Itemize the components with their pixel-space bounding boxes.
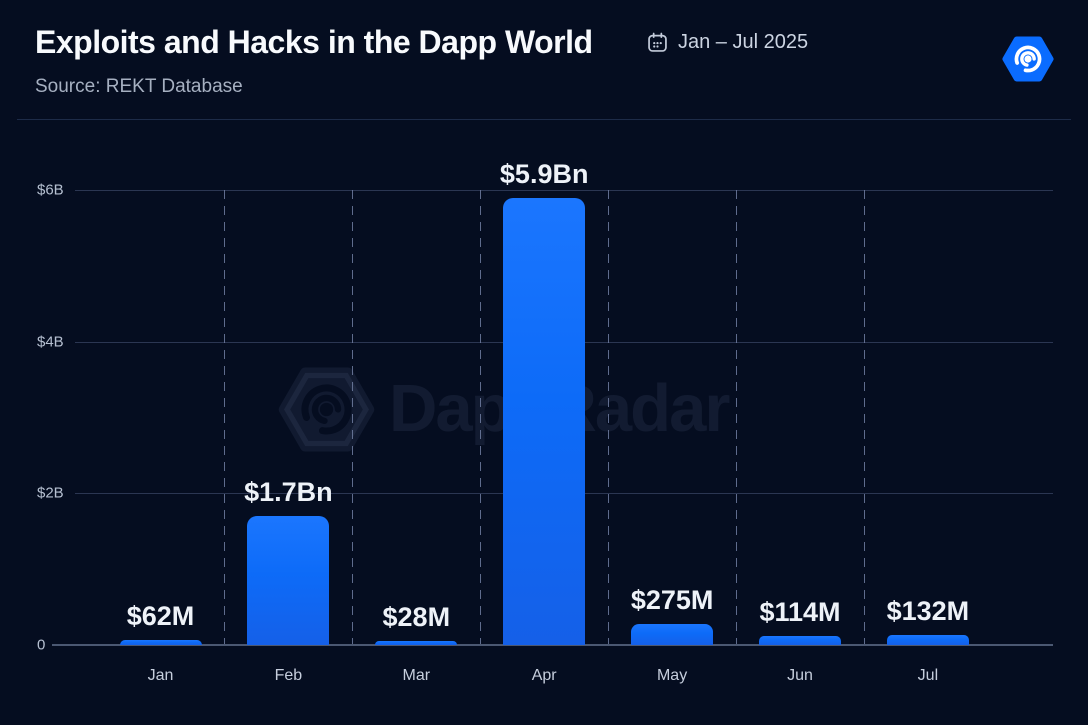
bar-apr xyxy=(503,197,586,645)
bar-value-label: $1.7Bn xyxy=(244,477,333,508)
x-tick-label: May xyxy=(656,667,688,684)
header-divider xyxy=(17,119,1071,120)
v-separator xyxy=(736,190,738,645)
v-separator xyxy=(224,190,226,645)
y-tick-label: $6B xyxy=(37,181,64,199)
bar-jan xyxy=(119,640,202,645)
bar-value-label: $132M xyxy=(886,596,970,626)
bar-value-label: $114M xyxy=(759,597,841,628)
x-tick-label: Mar xyxy=(402,667,431,684)
bar-feb xyxy=(247,516,330,645)
page-title: Exploits and Hacks in the Dapp World xyxy=(35,24,593,60)
dappradar-logo xyxy=(1002,36,1054,82)
date-range-label: Jan – Jul 2025 xyxy=(678,31,809,53)
date-range: Jan – Jul 2025 xyxy=(646,31,808,54)
x-axis-line xyxy=(52,644,1053,646)
bar-value-label: $5.9Bn xyxy=(499,158,589,189)
bar-value-label: $275M xyxy=(630,585,714,616)
x-tick-label: Jul xyxy=(917,667,939,684)
calendar-icon xyxy=(648,32,667,52)
h-gridline xyxy=(75,190,1053,191)
bar-mar xyxy=(375,640,458,645)
bar-jul xyxy=(886,635,969,645)
v-separator xyxy=(352,190,354,645)
y-tick-label: $2B xyxy=(37,484,64,502)
v-separator xyxy=(608,190,610,645)
v-separator xyxy=(863,190,865,645)
y-tick-label: 0 xyxy=(37,636,46,654)
bar-value-label: $62M xyxy=(126,601,195,632)
x-tick-label: Jun xyxy=(787,667,813,684)
x-tick-label: Feb xyxy=(274,667,303,684)
source-label: Source: REKT Database xyxy=(35,76,243,97)
x-tick-label: Apr xyxy=(531,667,557,684)
bar-may xyxy=(631,624,714,645)
y-tick-label: $4B xyxy=(37,333,64,351)
bar-value-label: $28M xyxy=(382,601,451,632)
watermark-hexagon-swirl-icon xyxy=(278,367,375,451)
v-separator xyxy=(480,190,482,645)
x-tick-label: Jan xyxy=(147,667,174,684)
bar-jun xyxy=(759,636,841,645)
